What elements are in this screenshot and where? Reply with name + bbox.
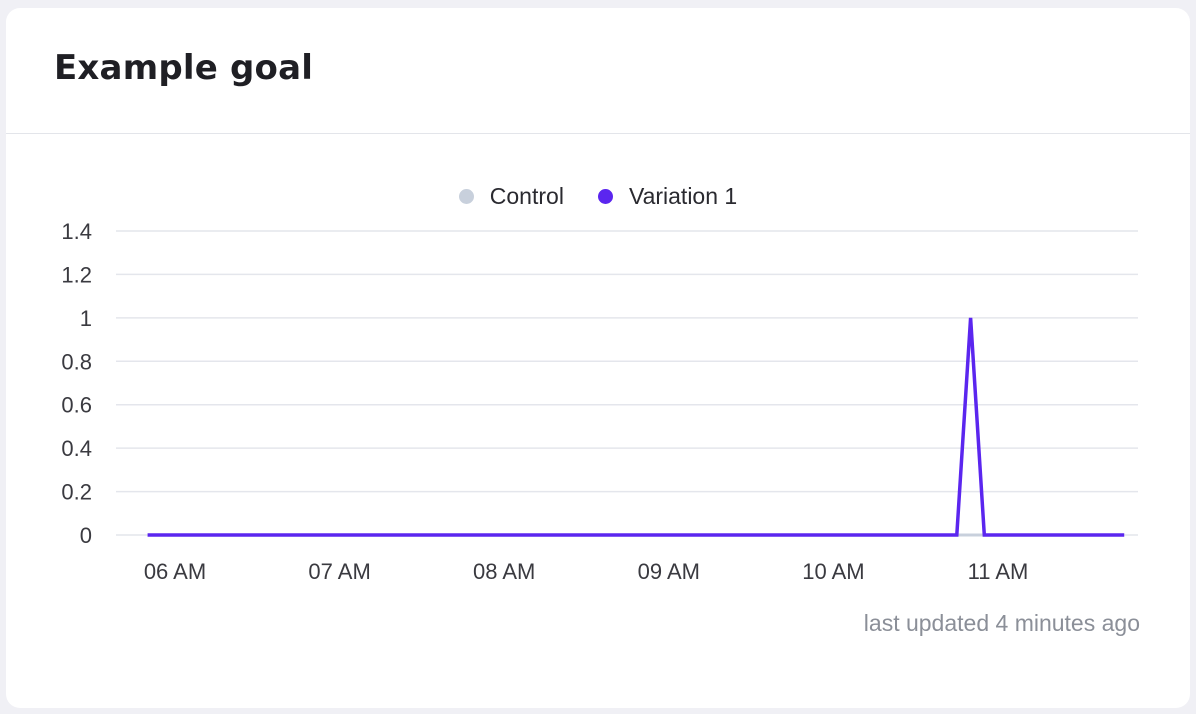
- series-line-variation-1: [147, 317, 1125, 537]
- legend-label-control: Control: [489, 183, 564, 209]
- y-tick-label: 1.2: [61, 262, 92, 287]
- chart-legend: Control Variation 1: [6, 183, 1190, 210]
- line-chart: 1.4 1.2 1 0.8 0.6 0.4 0.2 0 06 AM 07 AM 08 AM 09 AM…: [61, 219, 1138, 584]
- y-tick-label: 0.8: [61, 349, 92, 374]
- last-updated-text: last updated 4 minutes ago: [863, 610, 1140, 636]
- legend-item-control[interactable]: Control: [458, 183, 564, 210]
- y-tick-label: 1: [80, 306, 92, 331]
- y-tick-label: 0.4: [61, 436, 92, 461]
- x-tick-label: 06 AM: [144, 559, 206, 584]
- y-tick-label: 0: [80, 523, 92, 548]
- goal-card: Example goal Control Variation 1 1.4 1.2 1…: [6, 8, 1190, 708]
- x-tick-label: 07 AM: [308, 559, 370, 584]
- card-header: Example goal: [6, 8, 1190, 134]
- x-tick-label: 11 AM: [968, 559, 1029, 584]
- legend-label-variation-1: Variation 1: [628, 183, 738, 209]
- x-tick-label: 09 AM: [638, 559, 700, 584]
- legend-item-variation-1[interactable]: Variation 1: [597, 183, 738, 210]
- y-tick-label: 0.2: [61, 480, 92, 505]
- legend-dot-variation-1: [597, 189, 613, 204]
- legend-dot-control: [458, 189, 474, 204]
- y-tick-label: 1.4: [61, 219, 92, 244]
- x-tick-label: 10 AM: [802, 559, 864, 584]
- x-tick-label: 08 AM: [473, 559, 535, 584]
- y-tick-label: 0.6: [61, 393, 92, 418]
- card-title: Example goal: [54, 48, 314, 88]
